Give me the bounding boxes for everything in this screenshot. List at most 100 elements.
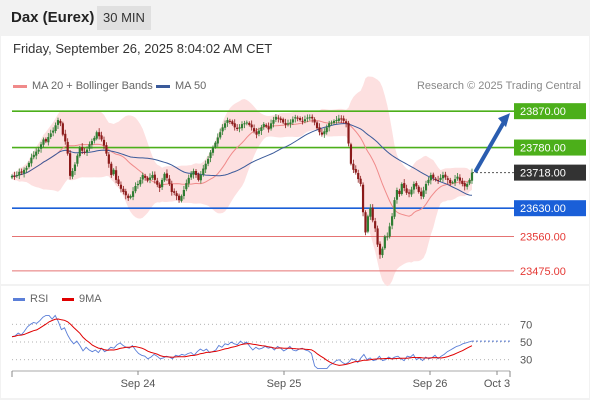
candle-body bbox=[170, 183, 173, 193]
candle-body bbox=[56, 120, 60, 125]
rsi-panel bbox=[1, 286, 589, 398]
candle-body bbox=[207, 158, 210, 164]
candle-body bbox=[429, 175, 432, 181]
candle-body bbox=[352, 163, 355, 170]
candle-body bbox=[158, 184, 161, 188]
candle-body bbox=[453, 179, 457, 183]
rsi-swatch bbox=[13, 297, 25, 301]
timeframe-badge[interactable]: 30 MIN bbox=[97, 6, 151, 30]
level-label-resistance: 23870.00 bbox=[520, 106, 566, 118]
candle-body bbox=[61, 123, 64, 135]
candle-body bbox=[127, 195, 130, 199]
candle-body bbox=[391, 216, 394, 226]
candle-body bbox=[161, 179, 164, 188]
candle-body bbox=[265, 124, 268, 127]
candle-body bbox=[260, 127, 263, 131]
candle-body bbox=[277, 117, 280, 119]
candle-body bbox=[20, 171, 23, 173]
candle-body bbox=[449, 179, 452, 184]
candle-body bbox=[15, 175, 18, 177]
legend-ma20: MA 20 + Bollinger Bands bbox=[13, 80, 153, 92]
ma20-label: MA 20 + Bollinger Bands bbox=[32, 80, 153, 92]
candle-body bbox=[369, 208, 372, 217]
candle-body bbox=[211, 147, 215, 153]
candle-body bbox=[303, 119, 307, 122]
candle-body bbox=[330, 122, 333, 124]
candle-body bbox=[410, 189, 413, 195]
candle-body bbox=[117, 179, 120, 184]
candle-body bbox=[37, 149, 40, 152]
candle-body bbox=[306, 117, 309, 119]
timestamp: Friday, September 26, 2025 8:04:02 AM CE… bbox=[13, 41, 273, 56]
candle-body bbox=[238, 127, 241, 129]
candle-body bbox=[199, 175, 202, 181]
candle-body bbox=[107, 154, 110, 164]
candle-body bbox=[415, 183, 418, 187]
candle-body bbox=[403, 183, 406, 188]
rsi-tick-label: 70 bbox=[520, 319, 532, 331]
candle-body bbox=[451, 182, 454, 184]
level-layer bbox=[12, 110, 514, 272]
candle-body bbox=[437, 179, 440, 181]
candle-body bbox=[262, 124, 265, 127]
candle-body bbox=[136, 183, 139, 186]
candle-body bbox=[71, 171, 74, 177]
candle-body bbox=[417, 186, 420, 193]
ma50-swatch bbox=[156, 84, 170, 88]
candle-body bbox=[458, 177, 461, 181]
candle-body bbox=[444, 174, 447, 178]
candle-body bbox=[441, 175, 445, 179]
candle-body bbox=[376, 228, 379, 245]
ma50-label: MA 50 bbox=[175, 80, 207, 92]
candle-body bbox=[383, 236, 386, 249]
candle-body bbox=[299, 118, 302, 121]
candle-body bbox=[337, 118, 340, 121]
candle-body bbox=[95, 132, 98, 139]
candle-body bbox=[134, 185, 137, 192]
candle-body bbox=[253, 128, 256, 132]
ma50-line bbox=[11, 123, 473, 196]
candle-body bbox=[294, 117, 297, 119]
candle-body bbox=[88, 144, 91, 149]
candle-body bbox=[395, 190, 399, 200]
candle-body bbox=[115, 170, 118, 180]
candle-body bbox=[54, 125, 57, 131]
candle-body bbox=[240, 124, 244, 129]
candle-body bbox=[151, 175, 154, 178]
candle-body bbox=[381, 248, 384, 256]
candle-body bbox=[412, 183, 415, 190]
candle-body bbox=[398, 190, 401, 195]
candle-body bbox=[219, 132, 222, 138]
candle-body bbox=[49, 133, 52, 138]
candle-body bbox=[180, 196, 183, 201]
candle-body bbox=[328, 123, 331, 128]
candle-body bbox=[388, 226, 391, 237]
candle-body bbox=[102, 139, 106, 146]
candle-body bbox=[226, 120, 229, 123]
level-label-layer: 23870.00 23780.00 23630.00 23560.00 23475.00… bbox=[474, 103, 586, 278]
forecast-arrow-head bbox=[498, 113, 510, 128]
rsi-tick-label: 30 bbox=[520, 355, 532, 367]
candle-body bbox=[119, 184, 123, 189]
candle-body bbox=[194, 171, 198, 176]
chart-header: Dax (Eurex) 30 MIN bbox=[0, 0, 590, 36]
candle-body bbox=[357, 173, 360, 180]
level-label-resistance: 23780.00 bbox=[520, 143, 566, 155]
candle-body bbox=[284, 122, 287, 125]
candle-body bbox=[320, 132, 323, 135]
candle-body bbox=[347, 122, 350, 144]
candle-body bbox=[301, 120, 304, 122]
candle-body bbox=[286, 123, 290, 125]
candle-body bbox=[83, 151, 86, 153]
candle-body bbox=[25, 167, 28, 170]
rsi-layer: 70 50 30 bbox=[11, 314, 532, 370]
candle-body bbox=[30, 157, 33, 164]
candle-body bbox=[313, 119, 316, 123]
candle-body bbox=[163, 173, 166, 181]
candle-body bbox=[470, 172, 474, 181]
level-tag-resistance bbox=[514, 103, 586, 120]
candle-body bbox=[39, 144, 43, 149]
candle-body bbox=[168, 178, 171, 184]
candle-body bbox=[340, 118, 343, 120]
candle-body bbox=[69, 153, 72, 176]
